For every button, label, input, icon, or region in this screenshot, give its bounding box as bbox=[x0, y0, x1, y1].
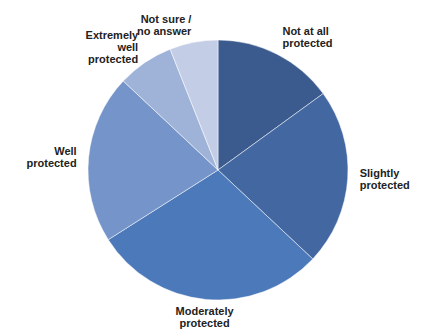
svg-text:Moderatelyprotected: Moderatelyprotected bbox=[176, 305, 235, 329]
svg-text:Not sure /no answer: Not sure /no answer bbox=[137, 13, 192, 37]
svg-text:Wellprotected: Wellprotected bbox=[27, 145, 77, 169]
svg-text:Not at allprotected: Not at allprotected bbox=[282, 25, 332, 49]
svg-text:Extremelywellprotected: Extremelywellprotected bbox=[86, 29, 139, 65]
svg-text:Slightlyprotected: Slightlyprotected bbox=[360, 167, 410, 191]
